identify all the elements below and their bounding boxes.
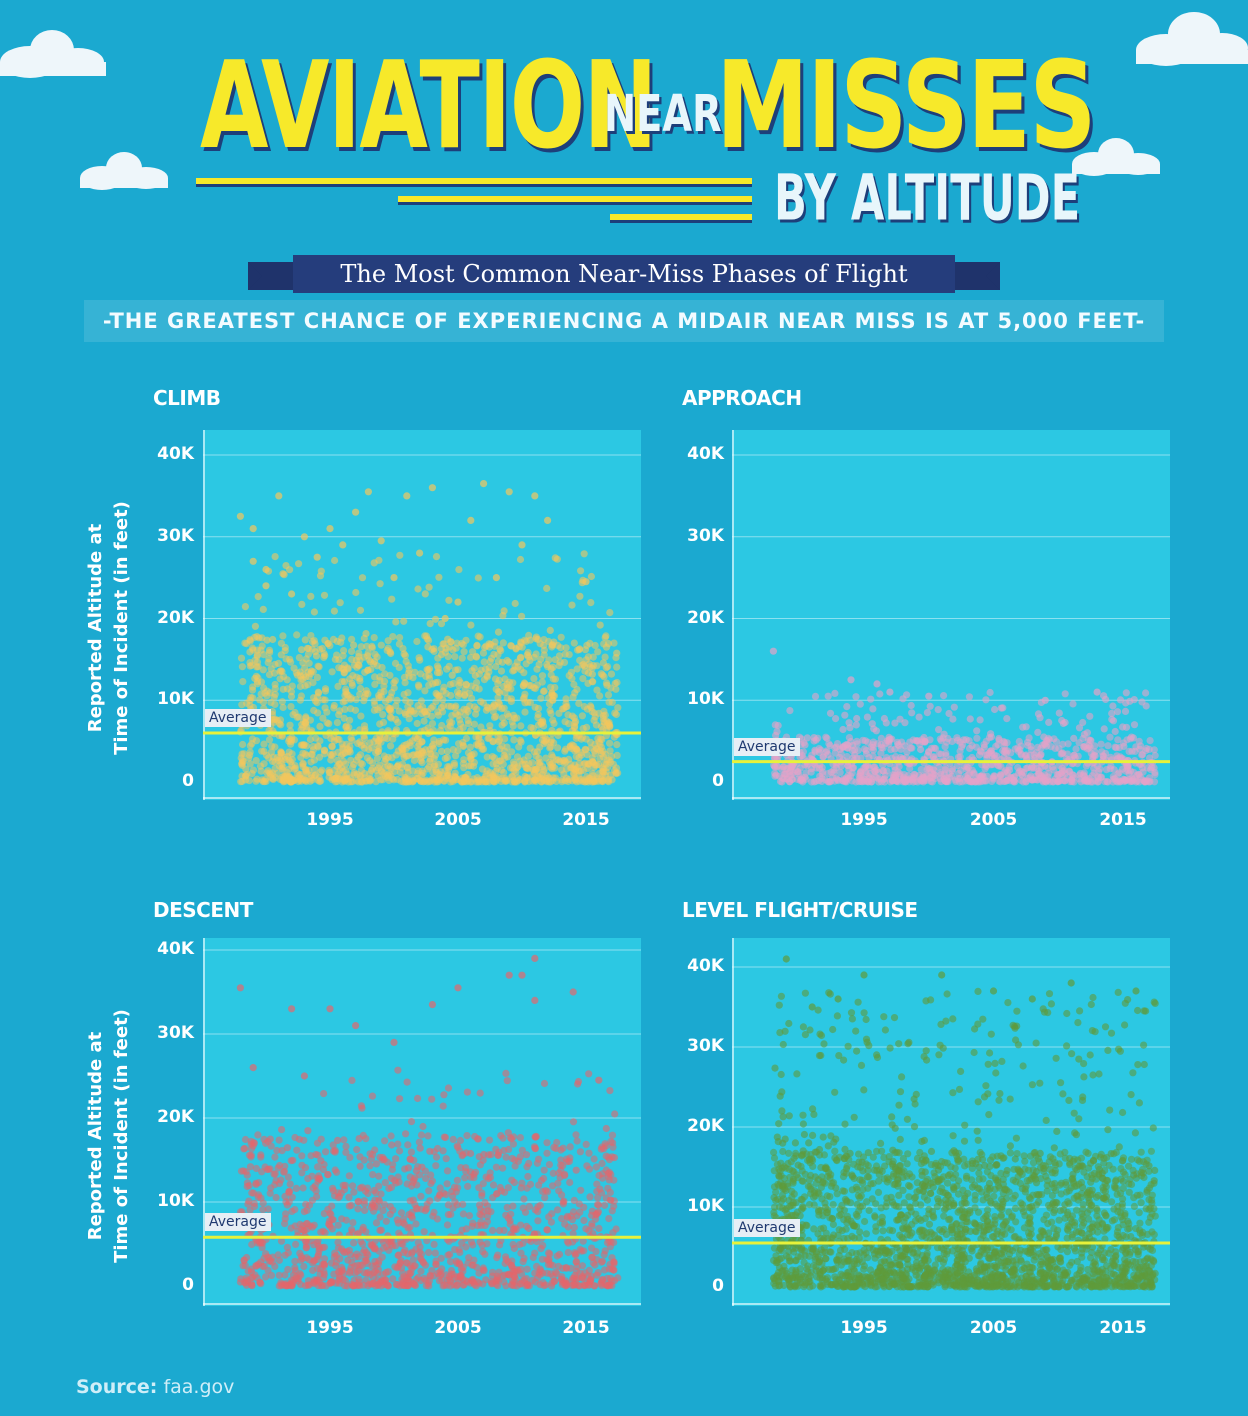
data-points-climb [236, 480, 622, 786]
data-point [861, 1217, 869, 1226]
data-point [238, 663, 246, 671]
title-aviation: AVIATION [200, 34, 658, 176]
title-stripe [398, 196, 752, 202]
data-point [443, 747, 451, 755]
data-point [395, 707, 403, 715]
data-point [467, 653, 475, 662]
ribbon-tail-left [248, 262, 300, 290]
data-point [466, 743, 474, 751]
data-point [579, 724, 587, 733]
data-point [490, 650, 498, 659]
data-point [510, 736, 518, 744]
data-point [400, 742, 408, 750]
data-point [538, 672, 547, 680]
title-block: AVIATION NEAR MISSES BY ALTITUDE [0, 0, 1248, 240]
data-point [315, 753, 324, 761]
data-point [578, 712, 587, 720]
data-point [340, 678, 349, 686]
data-point [491, 675, 500, 683]
cloud-icon [0, 30, 106, 78]
data-point [330, 704, 338, 712]
title-misses: MISSES [716, 34, 1096, 176]
data-point [246, 760, 254, 768]
data-point [252, 757, 260, 765]
data-point [508, 748, 516, 756]
data-point [239, 740, 247, 749]
cloud-icon [1136, 12, 1248, 66]
title-stripe [196, 178, 752, 184]
data-point [569, 693, 577, 701]
data-point [554, 744, 562, 752]
data-point [886, 1226, 894, 1234]
data-point [1137, 1199, 1145, 1207]
data-point [546, 706, 554, 715]
data-point [1026, 1195, 1034, 1203]
data-point [278, 698, 286, 706]
data-point [357, 712, 365, 720]
subtitle: -THE GREATEST CHANCE OF EXPERIENCING A M… [84, 300, 1164, 342]
data-point [266, 649, 274, 657]
title-near: NEAR [604, 84, 722, 144]
data-point [607, 670, 616, 678]
cloud-icon [80, 152, 168, 190]
data-point [458, 654, 466, 662]
data-point [352, 696, 360, 704]
data-point [947, 1163, 955, 1171]
data-point [341, 705, 349, 714]
data-point [418, 759, 426, 767]
data-point [596, 692, 604, 700]
data-point [473, 641, 481, 650]
data-point [420, 717, 428, 725]
data-point [831, 1147, 839, 1155]
data-point [456, 708, 464, 716]
data-point [376, 720, 384, 728]
data-point [389, 633, 397, 641]
data-point [334, 682, 342, 691]
data-point [392, 702, 400, 710]
data-point [347, 705, 355, 713]
data-point [492, 663, 500, 671]
data-point [393, 696, 401, 705]
ribbon-tail-right [948, 262, 1000, 290]
data-point [387, 742, 395, 750]
data-point [952, 1171, 960, 1179]
data-point [912, 1199, 920, 1208]
data-point [971, 1191, 979, 1199]
title-stripe [610, 214, 752, 220]
ribbon-heading: The Most Common Near-Miss Phases of Flig… [293, 255, 955, 293]
data-point [865, 1206, 873, 1214]
chart-title-climb: CLIMB [153, 386, 221, 410]
data-point [390, 679, 398, 687]
data-point [521, 708, 529, 716]
data-point [321, 685, 330, 693]
data-point [311, 765, 319, 774]
data-point [570, 639, 578, 647]
data-point [537, 694, 545, 702]
data-point [258, 642, 266, 650]
data-point [1053, 1199, 1061, 1207]
cloud-icon [1072, 138, 1160, 176]
data-point [370, 697, 378, 705]
data-point [346, 716, 354, 724]
data-point [421, 687, 429, 695]
data-point [319, 714, 327, 722]
data-point [371, 673, 379, 681]
data-point [413, 637, 421, 646]
title-by-altitude: BY ALTITUDE [774, 161, 1081, 236]
data-point [575, 699, 583, 708]
